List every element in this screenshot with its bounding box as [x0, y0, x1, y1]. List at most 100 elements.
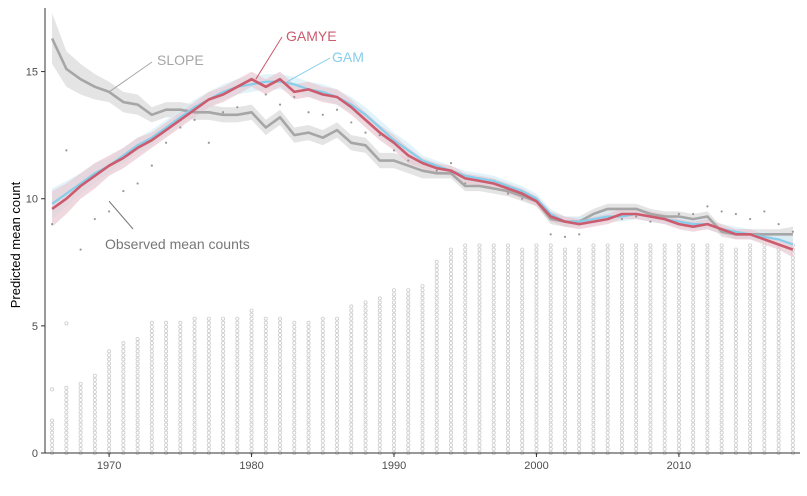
- count-dot: [790, 328, 795, 333]
- observed-point: [93, 217, 96, 221]
- count-dot: [691, 398, 696, 403]
- count-dot: [78, 438, 83, 443]
- count-dot: [420, 426, 425, 431]
- count-dot: [221, 365, 226, 370]
- count-dot: [619, 333, 624, 338]
- count-dot: [278, 324, 283, 329]
- count-dot: [719, 333, 724, 338]
- count-dot: [676, 247, 681, 252]
- count-dot: [135, 337, 140, 342]
- count-dot: [221, 333, 226, 338]
- count-dot: [505, 324, 510, 329]
- count-dot: [662, 259, 667, 264]
- count-dot: [121, 361, 126, 366]
- count-dot: [748, 251, 753, 256]
- count-dot: [748, 263, 753, 268]
- count-dot: [762, 312, 767, 317]
- count-dot: [548, 271, 553, 276]
- count-dot: [420, 373, 425, 378]
- count-dot: [206, 320, 211, 325]
- count-dot: [292, 377, 297, 382]
- count-dot: [619, 280, 624, 285]
- count-dot: [505, 304, 510, 309]
- count-dot: [377, 426, 382, 431]
- count-dot: [605, 288, 610, 293]
- count-dot: [790, 418, 795, 423]
- count-dot: [477, 292, 482, 297]
- count-dot: [605, 320, 610, 325]
- count-dot: [121, 357, 126, 362]
- count-dot: [420, 418, 425, 423]
- count-dot: [577, 284, 582, 289]
- observed-point: [749, 217, 752, 221]
- count-dot: [477, 308, 482, 313]
- count-dot: [235, 410, 240, 415]
- count-dot: [249, 389, 254, 394]
- count-dot: [676, 426, 681, 431]
- count-dot: [619, 385, 624, 390]
- count-dot: [719, 259, 724, 264]
- count-dot: [676, 365, 681, 370]
- count-dot: [534, 271, 539, 276]
- count-dot: [776, 402, 781, 407]
- count-dot: [733, 369, 738, 374]
- count-dot: [392, 288, 397, 293]
- count-dot: [634, 263, 639, 268]
- count-dot: [335, 357, 340, 362]
- count-dot: [591, 255, 596, 260]
- count-dot: [776, 369, 781, 374]
- count-dot: [562, 381, 567, 386]
- count-dot: [534, 341, 539, 346]
- count-outlier-dot: [50, 387, 55, 392]
- count-dot: [363, 377, 368, 382]
- count-dot: [548, 259, 553, 264]
- count-dot: [719, 341, 724, 346]
- count-dot: [377, 446, 382, 451]
- count-dot: [434, 284, 439, 289]
- count-dot: [392, 385, 397, 390]
- count-dot: [491, 381, 496, 386]
- count-dot: [263, 426, 268, 431]
- count-dot: [392, 430, 397, 435]
- count-dot: [463, 438, 468, 443]
- count-dot: [192, 426, 197, 431]
- count-dot: [520, 381, 525, 386]
- count-dot: [762, 255, 767, 260]
- count-dot: [263, 365, 268, 370]
- count-dot: [434, 418, 439, 423]
- count-dot: [776, 414, 781, 419]
- count-dot: [135, 365, 140, 370]
- count-dot: [448, 341, 453, 346]
- count-dot: [505, 280, 510, 285]
- count-dot: [349, 426, 354, 431]
- count-dot: [392, 426, 397, 431]
- count-dot: [263, 377, 268, 382]
- count-dot: [392, 438, 397, 443]
- count-dot: [292, 328, 297, 333]
- count-dot: [648, 345, 653, 350]
- count-dot: [392, 422, 397, 427]
- count-dot: [206, 446, 211, 451]
- count-dot: [164, 410, 169, 415]
- count-dot: [562, 328, 567, 333]
- count-dot: [748, 300, 753, 305]
- count-dot: [577, 337, 582, 342]
- count-dot: [748, 328, 753, 333]
- count-dot: [349, 442, 354, 447]
- y-tick-label: 15: [26, 67, 38, 79]
- count-dot: [448, 267, 453, 272]
- count-dot: [448, 430, 453, 435]
- count-dot: [292, 353, 297, 358]
- count-dot: [534, 373, 539, 378]
- count-dot: [320, 394, 325, 399]
- count-dot: [491, 349, 496, 354]
- count-dot: [705, 271, 710, 276]
- count-dot: [491, 438, 496, 443]
- count-dot: [491, 394, 496, 399]
- count-dot: [477, 324, 482, 329]
- count-dot: [676, 280, 681, 285]
- count-dot: [705, 263, 710, 268]
- count-dot: [477, 398, 482, 403]
- count-dot: [648, 389, 653, 394]
